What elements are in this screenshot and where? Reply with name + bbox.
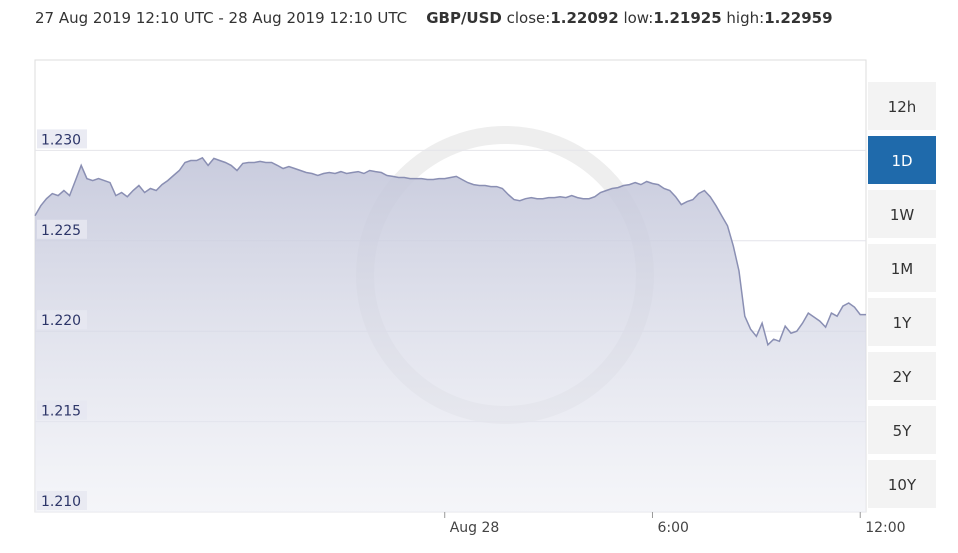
range-button-label: 1M (891, 260, 914, 278)
range-button[interactable]: 1W (868, 190, 936, 238)
range-button[interactable]: 2Y (868, 352, 936, 400)
date-range: 27 Aug 2019 12:10 UTC - 28 Aug 2019 12:1… (35, 9, 408, 27)
range-button-label: 1D (891, 152, 912, 170)
y-tick-label-bg (37, 310, 87, 330)
close-label: close: (506, 9, 551, 27)
range-button[interactable]: 12h (868, 82, 936, 130)
y-tick-label-bg (37, 129, 87, 149)
y-tick-label: 1.230 (41, 132, 81, 148)
range-button-bg (868, 190, 936, 238)
range-button-bg (868, 244, 936, 292)
range-button-label: 2Y (893, 368, 913, 386)
low-value: 1.21925 (653, 9, 722, 27)
high-label: high: (726, 9, 765, 27)
range-button-bg (868, 352, 936, 400)
header: 27 Aug 2019 12:10 UTC - 28 Aug 2019 12:1… (35, 9, 833, 27)
range-button[interactable]: 1D (868, 136, 936, 184)
range-button-label: 12h (888, 98, 917, 116)
range-button-label: 5Y (893, 422, 913, 440)
y-tick-label: 1.225 (41, 223, 81, 239)
y-tick-label: 1.220 (41, 313, 81, 329)
area (35, 157, 866, 513)
range-button-bg (868, 298, 936, 346)
x-tick-label: 12:00 (865, 520, 905, 536)
x-tick-label: 6:00 (657, 520, 688, 536)
range-button[interactable]: 1M (868, 244, 936, 292)
range-button-label: 10Y (888, 476, 917, 494)
range-button[interactable]: 1Y (868, 298, 936, 346)
range-button-bg (868, 82, 936, 130)
high-value: 1.22959 (764, 9, 833, 27)
range-button-label: 1W (890, 206, 915, 224)
range-button-bg (868, 406, 936, 454)
line (34, 156, 866, 347)
low-label: low: (623, 9, 654, 27)
y-tick-label: 1.210 (41, 494, 81, 510)
y-tick-label: 1.215 (41, 404, 81, 420)
range-button-bg (868, 136, 936, 184)
range-button-bg (868, 460, 936, 508)
pair: GBP/USD (426, 9, 502, 27)
y-tick-label-bg (37, 219, 87, 239)
y-tick-label-bg (37, 491, 87, 510)
x-tick-label: Aug 28 (450, 520, 500, 536)
close-value: 1.22092 (550, 9, 619, 27)
range-button[interactable]: 5Y (868, 406, 936, 454)
range-button[interactable]: 10Y (868, 460, 936, 508)
range-button-label: 1Y (893, 314, 913, 332)
y-tick-label-bg (37, 400, 87, 420)
